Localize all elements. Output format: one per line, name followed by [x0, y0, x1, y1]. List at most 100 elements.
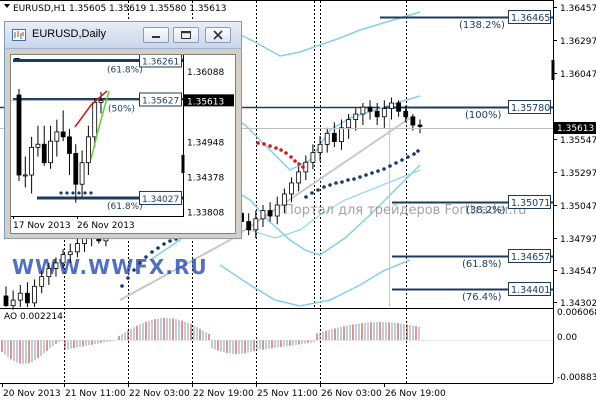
bull-candle: [67, 251, 73, 256]
bull-candle: [274, 204, 280, 217]
fib-price-label: 1.35780: [511, 103, 550, 114]
inset-bear-candle: [67, 136, 72, 154]
sar-dot-blue: [400, 158, 404, 162]
chart-window-icon: [12, 29, 26, 41]
bear-candle: [267, 210, 273, 217]
fib-percent-label: (38.2%): [466, 205, 506, 216]
inset-sar-dot: [59, 191, 63, 195]
inset-bull-candle: [54, 131, 60, 142]
trend-line: [119, 239, 231, 301]
sar-dot-red: [279, 148, 283, 152]
bear-candle: [374, 110, 380, 118]
bull-candle: [317, 143, 323, 154]
sar-dot-red: [256, 141, 260, 145]
ao-tick-label: 0.00: [557, 333, 577, 343]
bear-candle: [331, 132, 337, 142]
current-price-label: 1.35613: [557, 124, 594, 134]
inset-price-box-label: 1.35627: [142, 96, 179, 106]
price-tick-label: 1.35297: [560, 169, 596, 179]
ao-label: AO 0.002214: [4, 312, 63, 322]
bear-candle: [367, 106, 373, 112]
bull-candle: [17, 292, 23, 301]
bear-candle: [25, 292, 30, 304]
bull-candle: [281, 193, 287, 206]
inset-fib-label: (61.8%): [107, 202, 143, 212]
inset-bull-candle: [79, 162, 85, 185]
sar-dot-blue: [364, 173, 368, 177]
inset-bear-candle: [41, 143, 47, 164]
sar-dot-blue: [416, 149, 420, 153]
ao-tick-label: -0.008839: [557, 373, 596, 383]
inset-price-box-label: 1.36261: [142, 57, 179, 67]
inset-fib-red: [74, 90, 108, 128]
chart-header: EURUSD,H1 1.35605 1.35619 1.35580 1.3561…: [4, 4, 226, 14]
fib-price-box: [508, 100, 551, 114]
sar-dot-red: [289, 155, 293, 159]
time-tick-label: 26 Nov 03:00: [321, 389, 382, 399]
fib-percent-label: (61.8%): [462, 259, 502, 270]
sar-dot-blue: [376, 169, 380, 173]
fib-price-label: 1.36465: [511, 13, 550, 24]
symbol-info: EURUSD,H1 1.35605 1.35619 1.35580 1.3561…: [13, 4, 226, 14]
bull-candle: [296, 171, 302, 184]
inset-price-box: [139, 190, 182, 205]
inset-price-tick-label: 1.34948: [187, 138, 224, 148]
price-axis: 1.36457 1.36297 1.36047 1.35547 1.35297 1.350…: [551, 4, 596, 309]
inset-fib-label: (61.8%): [107, 65, 143, 75]
inset-price-box-label: 1.34027: [142, 195, 179, 205]
time-axis: 20 Nov 2013 21 Nov 11:00 22 Nov 03:00 22 No…: [2, 383, 446, 399]
bear-candle: [403, 110, 409, 118]
sar-dot-blue: [412, 152, 416, 156]
minimize-button[interactable]: [143, 27, 169, 43]
price-tick-label: 1.35047: [560, 202, 596, 212]
bull-candle: [346, 119, 352, 129]
bear-candle: [396, 102, 401, 112]
inset-time-label: 26 Nov 2013: [77, 221, 135, 231]
sar-dot-blue: [126, 276, 130, 280]
sar-dot-red: [268, 144, 272, 148]
bull-candle: [60, 254, 66, 264]
inset-window-eurusd-daily[interactable]: EURUSD,Daily (61.8%) (50%) (61.8%) 1.36261 1…: [4, 21, 242, 239]
inset-candles: [16, 88, 104, 203]
fib-price-label: 1.34401: [511, 285, 550, 296]
sar-dot-blue: [304, 195, 308, 199]
inset-bull-candle: [29, 146, 35, 176]
chart-menu-triangle-icon[interactable]: [4, 4, 10, 8]
inset-sar-dot: [71, 191, 75, 195]
inset-bear-candle: [16, 94, 22, 176]
fib-percent-label: (76.4%): [462, 292, 502, 303]
sar-dot-blue: [394, 161, 398, 165]
inset-title: EURUSD,Daily: [32, 28, 106, 40]
inset-sar-dot: [83, 191, 87, 195]
inset-price-tick-label: 1.33808: [187, 208, 224, 218]
fib-price-label: 1.35071: [511, 198, 550, 209]
sar-dot-blue: [150, 250, 154, 254]
sar-dot-red: [274, 146, 278, 150]
inset-price-box: [139, 92, 182, 107]
inset-chart: (61.8%)(50%)(61.8%)1.362611.356271.34027…: [11, 55, 234, 231]
sar-dot-blue: [352, 177, 356, 181]
sar-dot-blue: [316, 188, 320, 192]
inset-current-price-label: 1.35613: [187, 97, 224, 107]
bull-candle: [389, 102, 394, 109]
sar-dot-blue: [370, 171, 374, 175]
inset-titlebar[interactable]: EURUSD,Daily: [5, 22, 241, 49]
bull-candle: [253, 218, 259, 231]
sar-dot-blue: [310, 191, 314, 195]
inset-bull-candle: [48, 140, 53, 164]
sar-dot-blue: [322, 185, 326, 189]
ao-tick-label: 0.006068: [557, 308, 596, 318]
price-tick-label: 1.34547: [560, 267, 596, 277]
maximize-button[interactable]: [173, 27, 199, 43]
bollinger-lower-outer: [219, 259, 411, 307]
inset-bull-candle: [22, 174, 28, 177]
watermark-site: WWW.WWFX.RU: [12, 255, 208, 279]
inset-price-tick-label: 1.36088: [187, 68, 224, 78]
sar-dot-blue: [138, 261, 142, 265]
bear-candle: [417, 124, 423, 127]
inset-price-tick-label: 1.34378: [187, 173, 224, 183]
close-button[interactable]: [205, 27, 231, 43]
bull-candle: [381, 108, 387, 118]
bull-candle: [260, 210, 266, 220]
